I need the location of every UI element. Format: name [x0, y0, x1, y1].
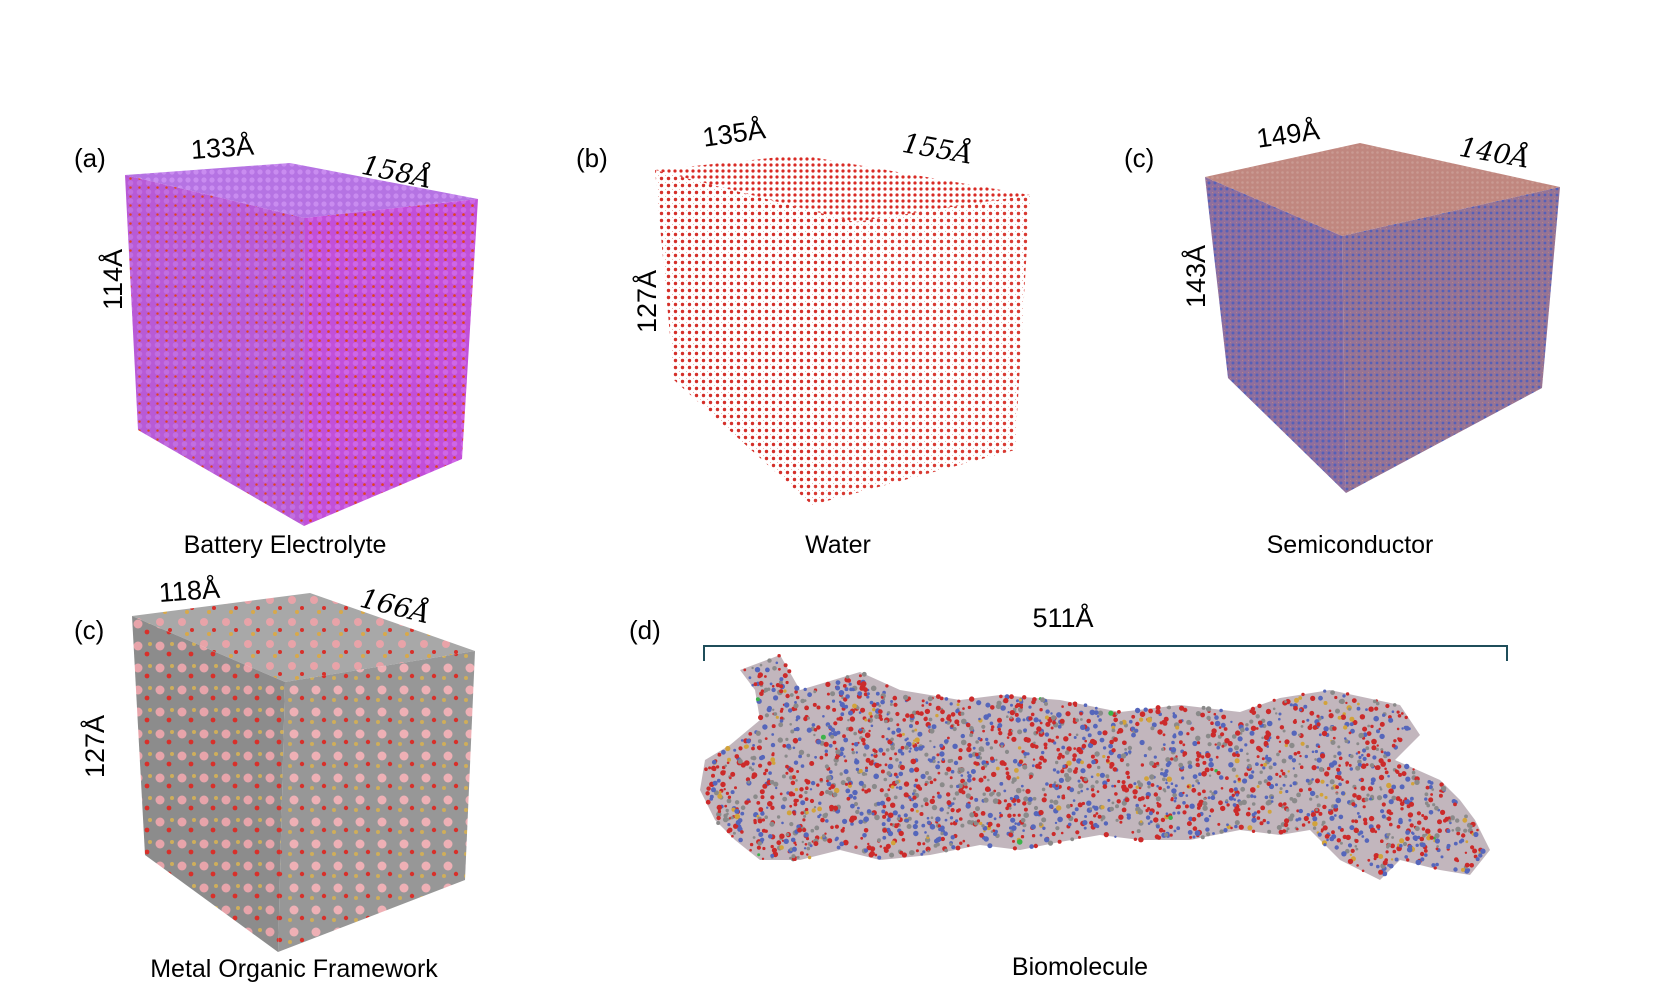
panel-b-right-face [812, 195, 1030, 505]
panel-d-caption: Biomolecule [1011, 953, 1149, 981]
panel-c-caption: Semiconductor [1266, 531, 1434, 559]
panel-c2-label: (c) [74, 615, 105, 645]
panel-d-dim-length: 511Å [1032, 603, 1094, 633]
panel-c-left-face [1205, 177, 1346, 493]
panel-a-caption: Battery Electrolyte [183, 531, 387, 559]
panel-d-biomolecule [700, 654, 1490, 880]
panel-b-top-face [655, 155, 1030, 222]
panel-b-left-face [655, 170, 855, 505]
panel-d-length-bracket [703, 645, 1508, 661]
panel-b-caption: Water [805, 531, 871, 559]
panel-a-left-face [125, 175, 305, 526]
panel-mof-left-face [132, 616, 285, 952]
panel-a-dim-width: 133Å [189, 130, 255, 165]
panel-c2-dim-height: 127Å [80, 714, 110, 778]
panel-a-label: (a) [74, 143, 106, 173]
panel-a-right-face [304, 199, 478, 526]
panel-b-label: (b) [576, 143, 608, 173]
panel-mof-top-face [132, 593, 475, 682]
panel-d-label: (d) [629, 615, 661, 645]
panel-c-label: (c) [1124, 143, 1155, 173]
panel-c2-caption: Metal Organic Framework [150, 955, 438, 983]
panel-c2-dim-width: 118Å [157, 573, 221, 608]
panel-a-top-face [125, 163, 478, 218]
panel-b-dim-height: 127Å [632, 269, 662, 333]
panel-c-dim-height: 143Å [1181, 244, 1211, 308]
panel-c-right-face [1342, 187, 1560, 493]
panel-a-dim-height: 114Å [98, 248, 128, 310]
panel-c-top-face [1205, 143, 1560, 236]
panel-mof-right-face [278, 651, 475, 952]
